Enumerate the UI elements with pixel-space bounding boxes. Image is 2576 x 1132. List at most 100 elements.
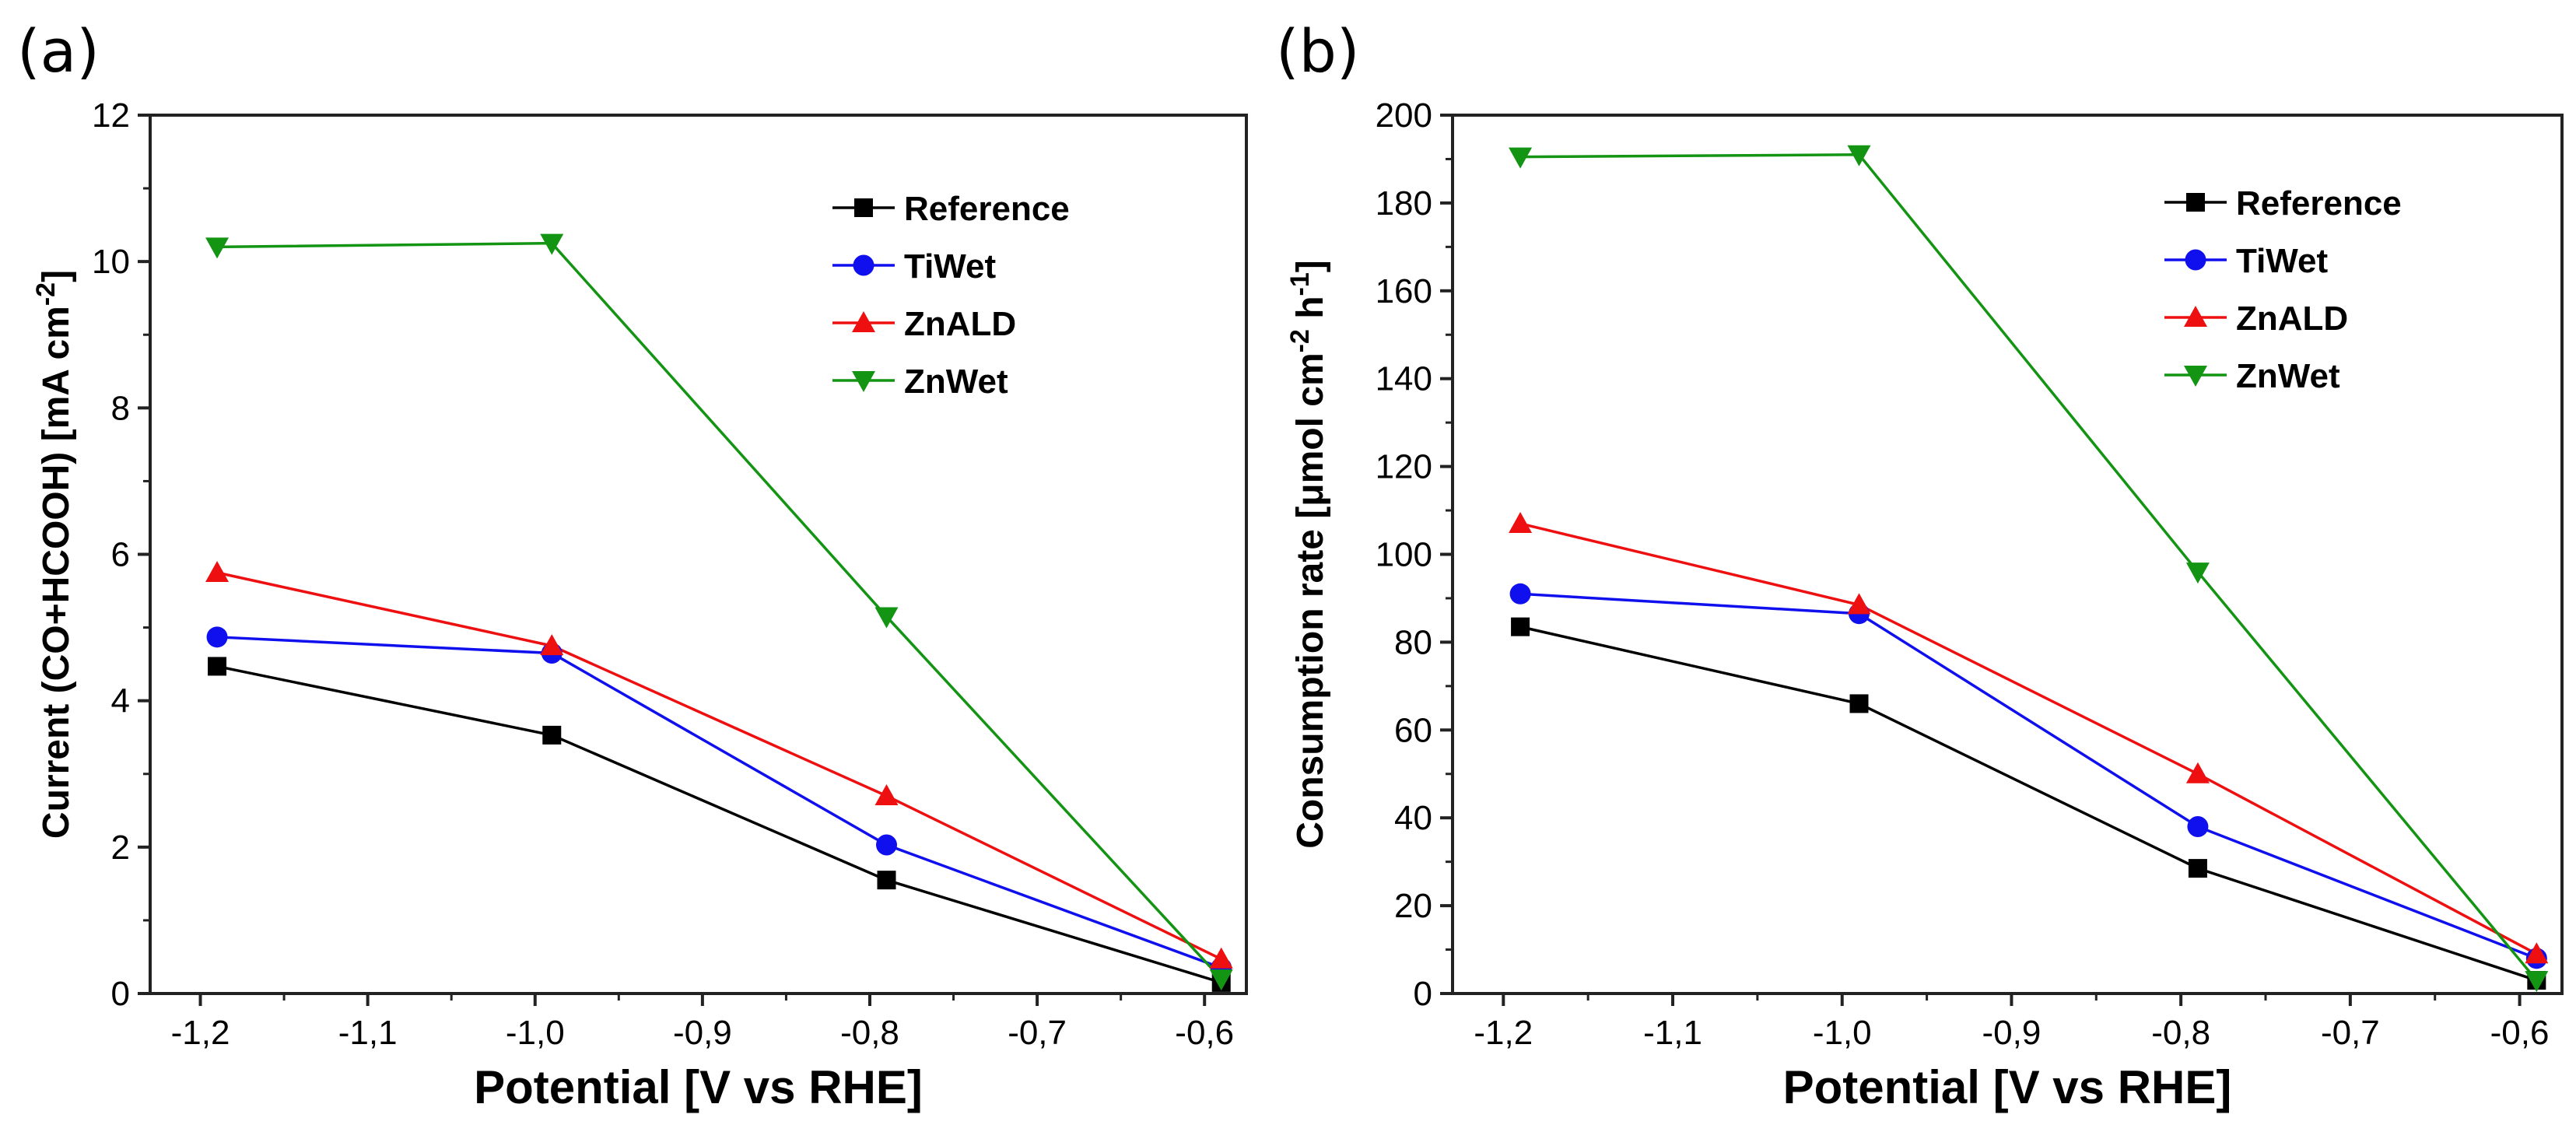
data-point-znwet [2185, 562, 2210, 584]
series-line-reference [216, 664, 1222, 984]
x-tick-label: -1,0 [506, 1014, 565, 1052]
y-axis-title-superscript: -2 [1285, 329, 1315, 352]
legend-marker-reference [2186, 193, 2205, 212]
data-point-znwet [874, 607, 899, 629]
y-tick-label: 180 [1376, 184, 1432, 223]
legend-label-znwet: ZnWet [904, 363, 1008, 401]
legend-label-tiwet: TiWet [2236, 242, 2329, 280]
y-tick-label: 60 [1394, 711, 1432, 749]
data-point-reference [2188, 859, 2207, 878]
data-point-znwet [2525, 971, 2549, 993]
legend-label-tiwet: TiWet [904, 247, 997, 286]
y-tick-label: 100 [1376, 536, 1432, 574]
x-tick-label: -0,7 [1008, 1014, 1067, 1052]
y-tick-label: 200 [1376, 96, 1432, 135]
y-tick-label: 140 [1376, 360, 1432, 398]
data-point-znwet [540, 233, 564, 255]
legend-marker-znald [852, 311, 875, 332]
y-axis-title-text: Consumption rate [μmol cm [1290, 352, 1331, 848]
x-tick-label: -0,6 [1175, 1014, 1234, 1052]
y-axis-title-text-end: ] [1290, 260, 1331, 272]
y-axis-title-text-end: ] [36, 270, 77, 282]
x-tick-label: -0,8 [840, 1014, 899, 1052]
y-tick-label: 4 [111, 682, 130, 720]
x-tick-label: -0,9 [1982, 1014, 2042, 1052]
panel-a-current-chart: (a) 0 2 4 6 8 10 12 -1,2 -1,1 -1,0 -0,9 -0,8 -0,7 -0,6… [17, 16, 1248, 1113]
data-point-znald [874, 783, 899, 805]
series-line-znwet [1520, 153, 2538, 982]
panel-label: (a) [17, 16, 100, 86]
y-tick-label: 6 [111, 536, 130, 574]
series-line-reference [1519, 625, 2537, 982]
legend-label-znald: ZnALD [904, 305, 1016, 343]
y-tick-label: 12 [92, 96, 130, 135]
data-point-znald [2185, 762, 2210, 783]
data-point-tiwet [2187, 815, 2209, 837]
data-point-tiwet [1509, 583, 1531, 605]
data-point-znald [205, 561, 230, 583]
y-tick-label: 40 [1394, 799, 1432, 837]
x-tick-label: -1,2 [1474, 1014, 1533, 1052]
y-axis-title-text-unit: h [1290, 296, 1331, 329]
data-point-znwet [1209, 969, 1233, 991]
x-tick-label: -0,6 [2490, 1014, 2550, 1052]
y-tick-label: 10 [92, 243, 130, 281]
x-axis-title: Potential [V vs RHE] [474, 1061, 923, 1113]
legend-label-znwet: ZnWet [2236, 357, 2340, 395]
x-tick-label: -0,7 [2321, 1014, 2380, 1052]
legend-label-znald: ZnALD [2236, 300, 2348, 338]
series-line-znald [216, 571, 1222, 961]
x-tick-label: -0,8 [2151, 1014, 2210, 1052]
y-tick-label: 80 [1394, 623, 1432, 661]
x-tick-label: -1,1 [1643, 1014, 1702, 1052]
data-point-znald [540, 634, 564, 656]
data-point-znwet [205, 237, 230, 259]
data-point-znald [1509, 511, 1533, 533]
data-point-znwet [1509, 147, 1533, 169]
y-tick-label: 8 [111, 389, 130, 427]
y-axis-title: Consumption rate [μmol cm-2 h-1] [1285, 260, 1331, 849]
series-line-znald [1519, 522, 2538, 955]
series-line-tiwet [216, 636, 1222, 969]
data-point-tiwet [206, 626, 228, 648]
data-point-reference [208, 657, 227, 676]
y-tick-label: 2 [111, 829, 130, 867]
y-tick-label: 0 [111, 975, 130, 1013]
x-tick-label: -0,9 [673, 1014, 732, 1052]
x-axis-title: Potential [V vs RHE] [1783, 1061, 2232, 1113]
y-axis-title-text: Current (CO+HCOOH) [mA cm [36, 306, 77, 839]
legend-label-reference: Reference [2236, 184, 2402, 223]
data-point-reference [542, 725, 562, 745]
legend-marker-reference [854, 198, 873, 217]
data-point-reference [877, 871, 896, 890]
x-tick-label: -1,1 [338, 1014, 398, 1052]
plot-frame [1451, 114, 2564, 995]
data-point-reference [1511, 617, 1530, 636]
data-point-znald [1209, 947, 1233, 969]
data-point-znald [1847, 593, 1871, 615]
y-tick-label: 0 [1414, 975, 1432, 1013]
legend-marker-tiwet [2185, 249, 2206, 271]
legend-marker-znald [2184, 306, 2207, 327]
series-line-tiwet [1519, 592, 2537, 960]
y-axis-title: Current (CO+HCOOH) [mA cm-2] [31, 270, 77, 839]
data-point-znald [2525, 942, 2549, 964]
data-point-tiwet [876, 834, 898, 856]
y-axis-title-superscript: -1 [1285, 272, 1315, 296]
legend-label-reference: Reference [904, 190, 1070, 228]
data-point-reference [1849, 694, 1869, 713]
y-tick-label: 20 [1394, 887, 1432, 925]
legend-marker-znwet [2184, 366, 2207, 387]
y-tick-label: 160 [1376, 272, 1432, 310]
y-tick-label: 120 [1376, 448, 1432, 486]
series-line-znwet [217, 241, 1223, 980]
x-tick-label: -1,0 [1813, 1014, 1872, 1052]
panel-b-consumption-rate-chart: (b) 0 20 40 60 80 100 120 140 160 180 200 -1,2 -1,1 -1… [1276, 16, 2564, 1113]
data-point-znwet [1847, 145, 1871, 166]
panel-label: (b) [1276, 16, 1360, 86]
y-axis-title-superscript: -2 [31, 282, 61, 306]
legend-marker-tiwet [853, 254, 874, 276]
x-tick-label: -1,2 [171, 1014, 230, 1052]
legend-marker-znwet [852, 371, 875, 392]
